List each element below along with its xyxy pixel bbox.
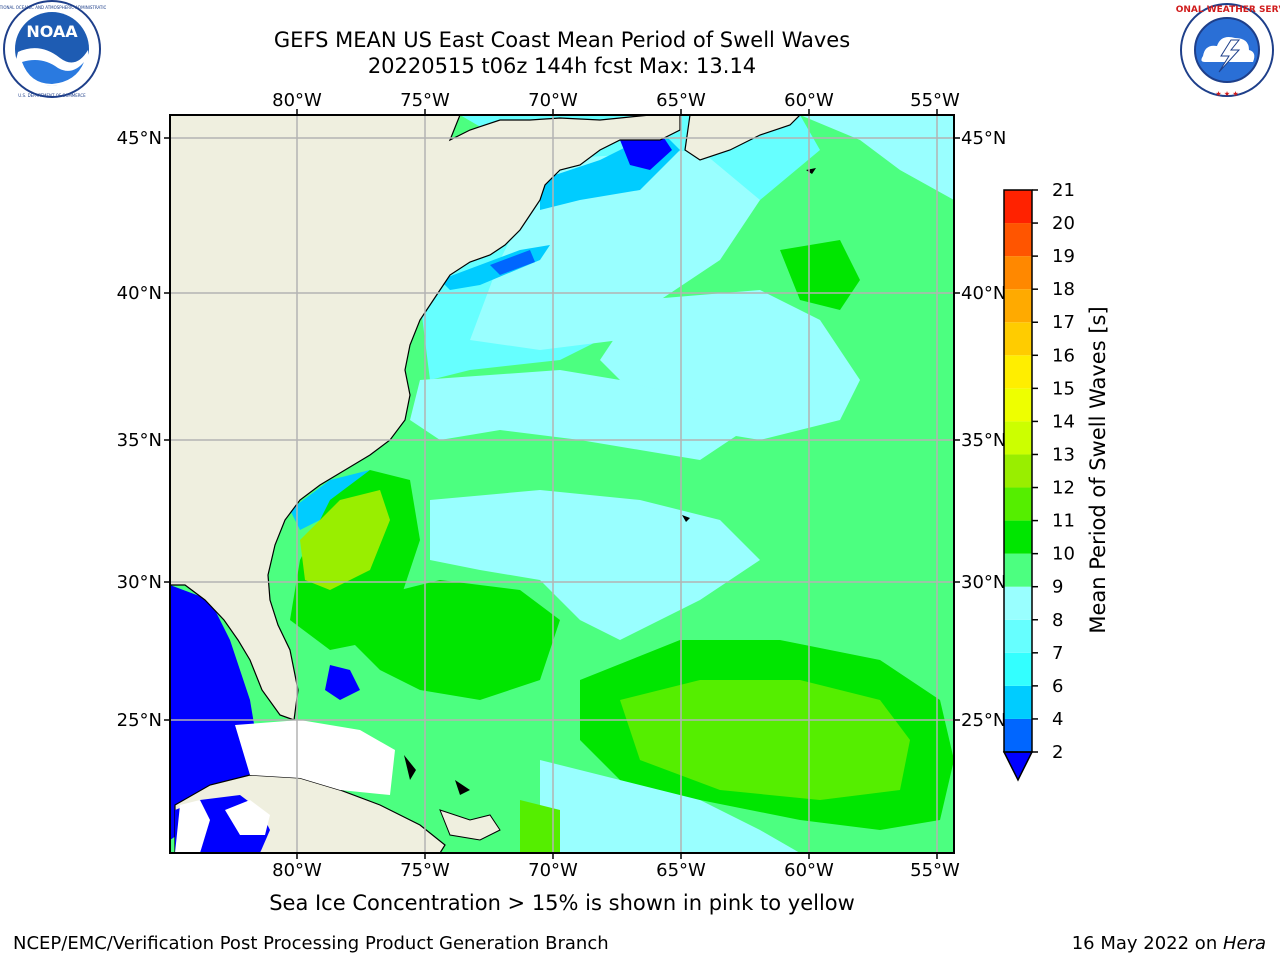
- map-frame: [169, 114, 955, 854]
- colorbar-swatch: [1004, 652, 1032, 686]
- lon-label-top: 80°W: [272, 90, 322, 111]
- svg-text:NATIONAL WEATHER SERVICE: NATIONAL WEATHER SERVICE: [1175, 5, 1280, 15]
- lat-label-right: 40°N: [961, 283, 1006, 304]
- lat-label-right: 30°N: [961, 572, 1006, 593]
- noaa-logo-text: NOAA: [26, 22, 78, 41]
- colorbar-tick-label: 17: [1052, 312, 1075, 333]
- lat-label-left: 35°N: [117, 430, 162, 451]
- colorbar-tick-label: 19: [1052, 246, 1075, 267]
- svg-text:NATIONAL OCEANIC AND ATMOSPHER: NATIONAL OCEANIC AND ATMOSPHERIC ADMINIS…: [0, 5, 106, 10]
- lon-label-bottom: 65°W: [656, 860, 706, 881]
- colorbar-tick-label: 14: [1052, 411, 1075, 432]
- colorbar-swatch: [1004, 388, 1032, 422]
- noaa-logo: NOAA NATIONAL OCEANIC AND ATMOSPHERIC AD…: [0, 0, 106, 98]
- lon-label-bottom: 80°W: [272, 860, 322, 881]
- colorbar-swatch: [1004, 487, 1032, 521]
- colorbar-tick-label: 7: [1052, 643, 1063, 664]
- colorbar-tick-label: 20: [1052, 213, 1075, 234]
- colorbar-swatch: [1004, 553, 1032, 587]
- colorbar-tick-label: 10: [1052, 544, 1075, 565]
- colorbar-swatch: [1004, 190, 1032, 224]
- chart-title: GEFS MEAN US East Coast Mean Period of S…: [273, 28, 851, 52]
- sea-ice-caption: Sea Ice Concentration > 15% is shown in …: [269, 891, 855, 915]
- lat-label-right: 25°N: [961, 710, 1006, 731]
- colorbar-tick-label: 15: [1052, 378, 1075, 399]
- lat-label-right: 45°N: [961, 128, 1006, 149]
- colorbar-swatch: [1004, 586, 1032, 620]
- lat-label-right: 35°N: [961, 430, 1006, 451]
- colorbar-label: Mean Period of Swell Waves [s]: [1086, 306, 1110, 633]
- chart-subtitle: 20220515 t06z 144h fcst Max: 13.14: [367, 54, 757, 78]
- colorbar-swatch: [1004, 520, 1032, 554]
- colorbar-tick-label: 2: [1052, 742, 1063, 763]
- colorbar-swatch: [1004, 454, 1032, 488]
- colorbar-tick-label: 13: [1052, 444, 1075, 465]
- colorbar-swatch: [1004, 289, 1032, 323]
- map-gridlines: [170, 115, 954, 853]
- colorbar-tick-label: 16: [1052, 345, 1075, 366]
- lon-label-top: 55°W: [910, 90, 960, 111]
- svg-text:★ ★ ★: ★ ★ ★: [1215, 90, 1238, 98]
- footer-host: Hera: [1222, 933, 1266, 954]
- lat-label-left: 45°N: [117, 128, 162, 149]
- colorbar: 2 4 6 7 8 9 10 11 12 13 14 15 16 17 18 19 20 21: [1002, 180, 1075, 782]
- svg-text:U.S. DEPARTMENT OF COMMERCE: U.S. DEPARTMENT OF COMMERCE: [18, 93, 86, 98]
- colorbar-swatch: [1004, 355, 1032, 389]
- footer-credit: NCEP/EMC/Verification Post Processing Pr…: [13, 933, 609, 954]
- lon-label-top: 60°W: [784, 90, 834, 111]
- colorbar-swatch: [1004, 322, 1032, 356]
- lon-label-bottom: 55°W: [910, 860, 960, 881]
- colorbar-frame: [1003, 189, 1033, 753]
- lat-label-left: 30°N: [117, 572, 162, 593]
- lat-label-left: 40°N: [117, 283, 162, 304]
- colorbar-tick-label: 21: [1052, 180, 1075, 201]
- colorbar-tick-label: 8: [1052, 610, 1063, 631]
- colorbar-swatch: [1004, 223, 1032, 257]
- lon-label-top: 65°W: [656, 90, 706, 111]
- colorbar-tick-label: 12: [1052, 478, 1075, 499]
- colorbar-tick-label: 6: [1052, 676, 1063, 697]
- nws-logo: NATIONAL WEATHER SERVICE ★ ★ ★: [1175, 3, 1280, 98]
- colorbar-tick-label: 18: [1052, 279, 1075, 300]
- lon-label-top: 75°W: [400, 90, 450, 111]
- footer-date-text: 16 May 2022 on: [1071, 933, 1223, 954]
- colorbar-swatch: [1004, 421, 1032, 455]
- colorbar-swatch: [1004, 685, 1032, 719]
- footer-date: 16 May 2022 on Hera: [1072, 933, 1266, 954]
- colorbar-tick-label: 9: [1052, 577, 1063, 598]
- colorbar-swatch: [1004, 718, 1032, 752]
- lon-label-bottom: 75°W: [400, 860, 450, 881]
- colorbar-swatch: [1004, 619, 1032, 653]
- lon-label-bottom: 60°W: [784, 860, 834, 881]
- lon-label-top: 70°W: [528, 90, 578, 111]
- colorbar-tick-label: 4: [1052, 709, 1063, 730]
- lon-label-bottom: 70°W: [528, 860, 578, 881]
- colorbar-tick-label: 11: [1052, 511, 1075, 532]
- colorbar-extend-arrow: [1002, 751, 1034, 782]
- colorbar-swatch: [1004, 256, 1032, 290]
- lat-label-left: 25°N: [117, 710, 162, 731]
